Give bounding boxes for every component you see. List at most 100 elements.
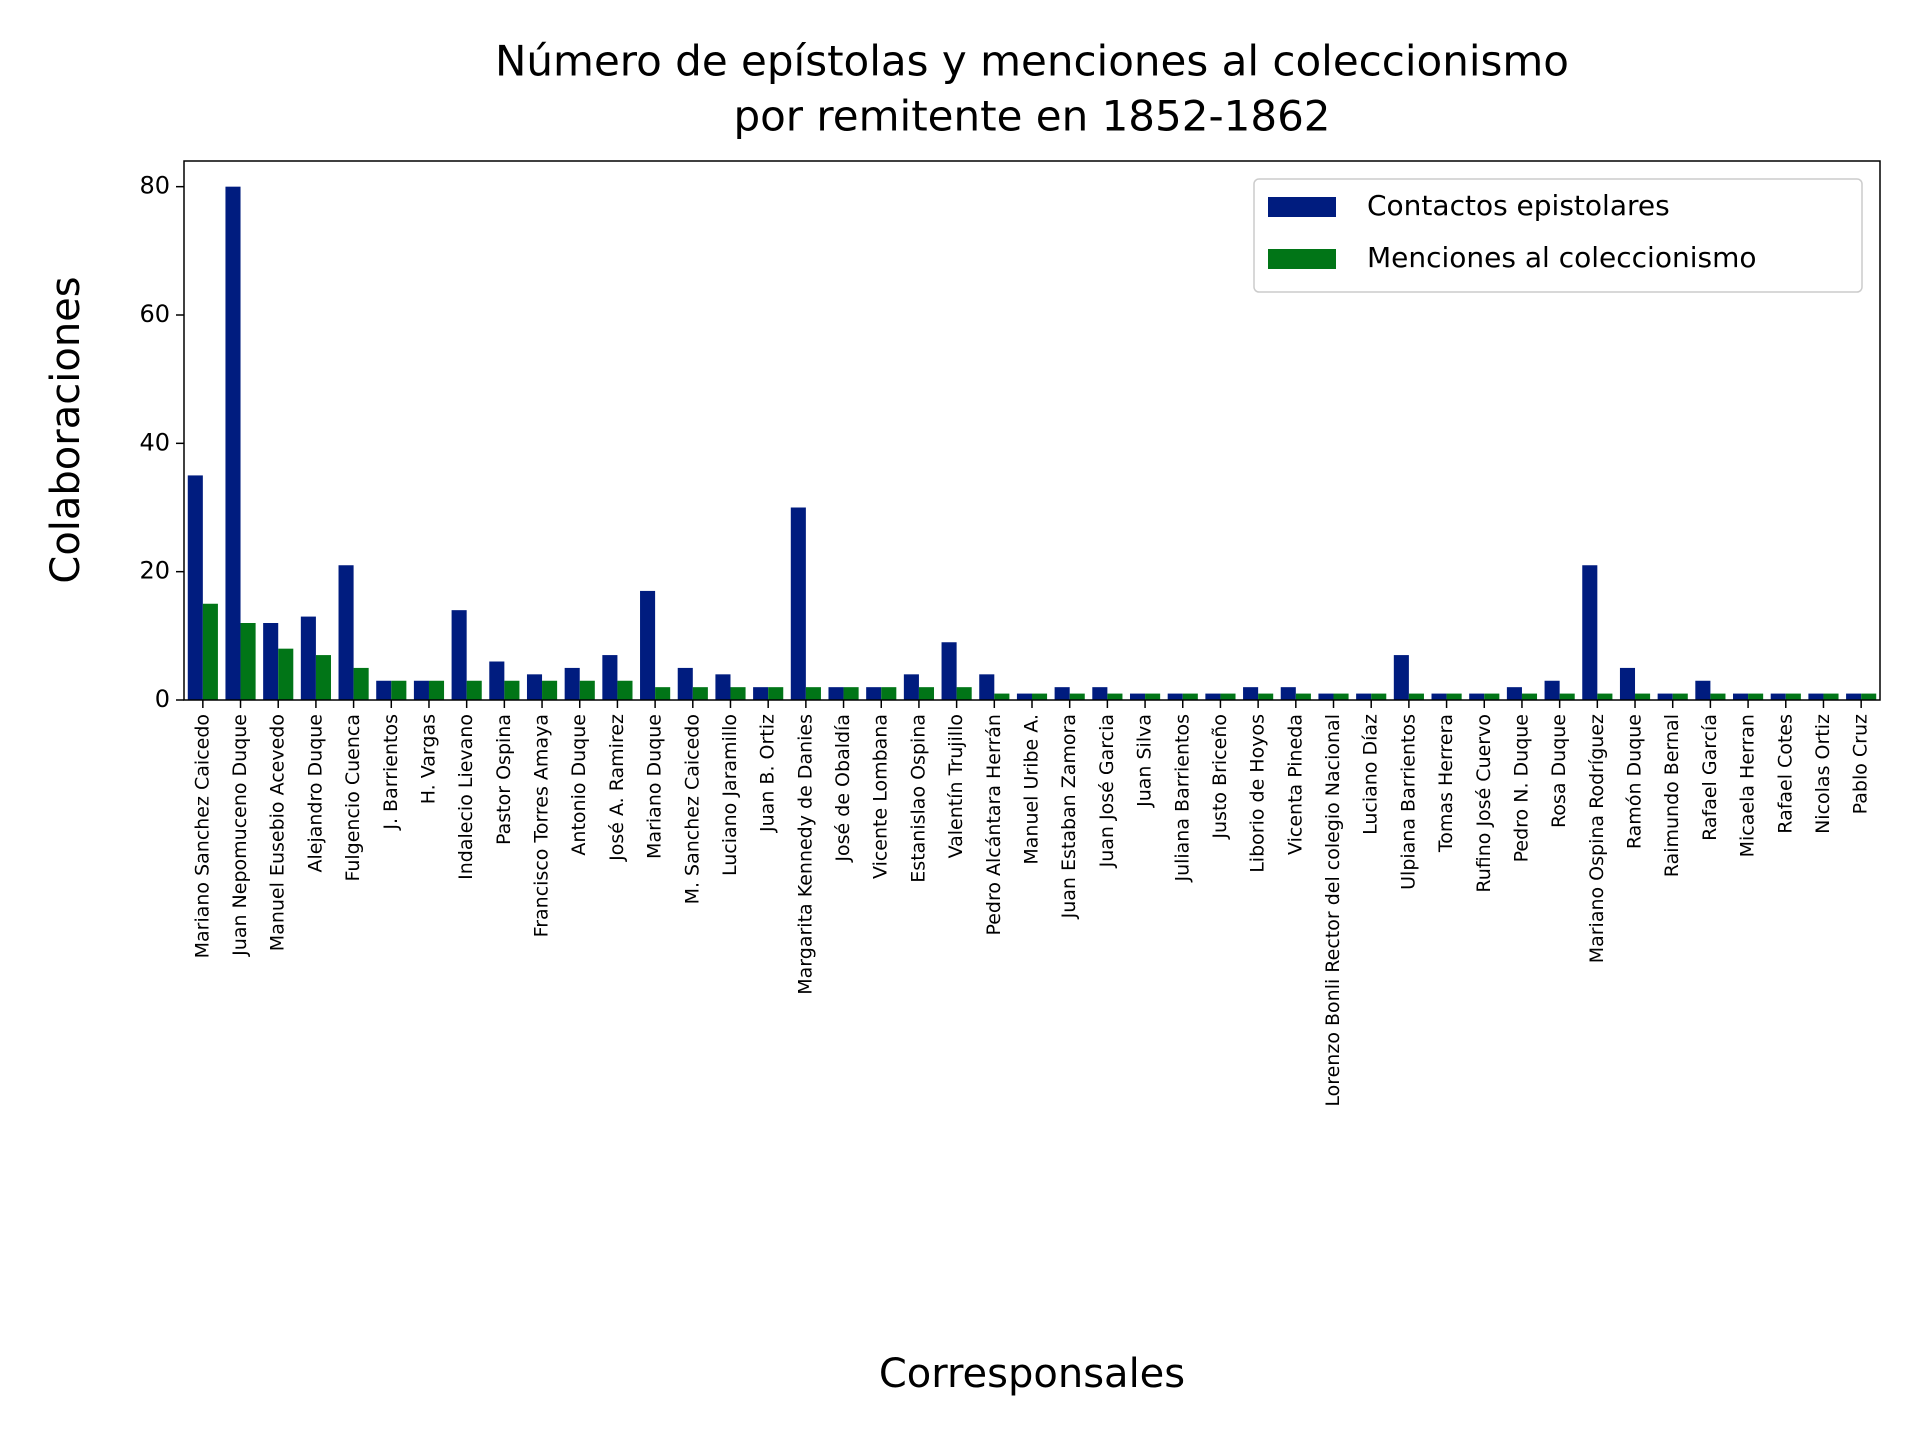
bar	[1748, 693, 1764, 700]
bar	[338, 565, 354, 700]
x-tick-label: Micaela Herran	[1737, 714, 1759, 857]
x-tick-label: Rafael Cotes	[1774, 714, 1796, 834]
bar	[1107, 693, 1123, 700]
bar	[451, 610, 467, 700]
bar	[1808, 693, 1824, 700]
bar	[1559, 693, 1575, 700]
bar	[225, 186, 241, 700]
bar	[677, 667, 693, 700]
x-tick-label: Juan B. Ortiz	[757, 714, 779, 833]
x-tick-label: José A. Ramirez	[606, 714, 628, 862]
bar	[1657, 693, 1673, 700]
x-tick-label: Mariano Sanchez Caicedo	[191, 714, 213, 958]
y-tick-label: 20	[139, 557, 170, 585]
x-tick-label: Pedro Alcántara Herrán	[983, 714, 1005, 936]
x-tick-label: Luciano Jaramillo	[719, 714, 741, 876]
bar	[1733, 693, 1749, 700]
bar	[376, 680, 392, 700]
bar	[1054, 687, 1070, 700]
bar	[790, 507, 806, 700]
bar	[994, 693, 1010, 700]
bar	[1619, 667, 1636, 700]
bar	[579, 680, 595, 700]
bar	[881, 687, 897, 700]
bar	[617, 680, 633, 700]
bar	[1408, 693, 1424, 700]
bar	[1635, 693, 1651, 700]
bar	[828, 687, 844, 700]
bar	[1469, 693, 1485, 700]
x-tick-label: Pedro N. Duque	[1510, 714, 1532, 862]
bar	[1182, 693, 1198, 700]
bar	[1167, 693, 1183, 700]
bar	[1582, 565, 1598, 700]
x-tick-label: Valentín Trujillo	[945, 714, 967, 858]
y-tick-label: 80	[139, 172, 170, 200]
bar	[1484, 693, 1500, 700]
bar	[1032, 693, 1048, 700]
bar	[602, 655, 618, 700]
x-tick-label: Alejandro Duque	[304, 714, 326, 873]
bar	[1672, 693, 1688, 700]
bar	[730, 687, 746, 700]
bar	[1393, 655, 1409, 700]
bar	[753, 687, 769, 700]
bar	[1220, 693, 1236, 700]
x-tick-label: Francisco Torres Amaya	[531, 714, 553, 937]
bar	[187, 475, 203, 700]
x-tick-label: H. Vargas	[417, 714, 439, 804]
bar	[1446, 693, 1462, 700]
bar	[504, 680, 520, 700]
x-tick-label: Margarita Kennedy de Danies	[794, 714, 816, 995]
bar	[1597, 693, 1613, 700]
bar	[1069, 693, 1085, 700]
chart-subtitle: por remitente en 1852-1862	[733, 92, 1330, 141]
y-tick-label: 40	[139, 428, 170, 456]
bar	[903, 674, 919, 700]
bar	[918, 687, 935, 700]
bar	[1295, 693, 1311, 700]
bar	[1861, 693, 1877, 700]
x-tick-label: Manuel Eusebio Acevedo	[267, 714, 289, 951]
bar	[466, 680, 482, 700]
x-tick-label: Juan José Garcia	[1096, 714, 1118, 868]
bar	[640, 590, 656, 700]
x-tick-label: Luciano Díaz	[1360, 714, 1382, 835]
bar	[564, 667, 580, 700]
x-tick-label: Vicente Lombana	[870, 714, 892, 879]
bar	[300, 616, 316, 700]
bar	[1356, 693, 1372, 700]
bar	[1521, 693, 1538, 700]
x-tick-label: Fulgencio Cuenca	[342, 714, 364, 882]
bar	[655, 687, 671, 700]
bar	[315, 655, 331, 700]
x-tick-label: Pastor Ospina	[493, 714, 515, 845]
y-tick-label: 60	[139, 300, 170, 328]
x-tick-label: Vicenta Pineda	[1284, 714, 1306, 855]
x-tick-label: Lorenzo Bonli Rector del colegio Naciona…	[1322, 714, 1344, 1107]
legend-frame	[1253, 178, 1863, 293]
bar	[1205, 693, 1221, 700]
bar	[1243, 687, 1259, 700]
legend: Contactos epistolares Menciones al colecc…	[1253, 178, 1863, 293]
x-tick-label: Raimundo Bernal	[1661, 714, 1683, 877]
bar	[1710, 693, 1726, 700]
bar	[1258, 693, 1274, 700]
x-tick-label: Mariano Ospina Rodríguez	[1586, 714, 1608, 963]
x-tick-label: Nicolas Ortiz	[1812, 714, 1834, 834]
bar	[526, 674, 543, 700]
bar	[391, 680, 407, 700]
x-tick-label: Rafael García	[1699, 714, 1721, 841]
bar	[1016, 693, 1032, 700]
bar	[202, 603, 218, 700]
x-tick-label: Estanislao Ospina	[907, 714, 929, 883]
bar	[1506, 687, 1522, 700]
bar	[1371, 693, 1387, 700]
x-tick-label: Juan Nepomuceno Duque	[229, 714, 251, 957]
x-tick-label: Mariano Duque	[644, 714, 666, 859]
legend-label: Menciones al coleccionismo	[1367, 241, 1756, 274]
bar	[240, 623, 256, 700]
bar	[866, 687, 882, 700]
bar	[1823, 693, 1839, 700]
